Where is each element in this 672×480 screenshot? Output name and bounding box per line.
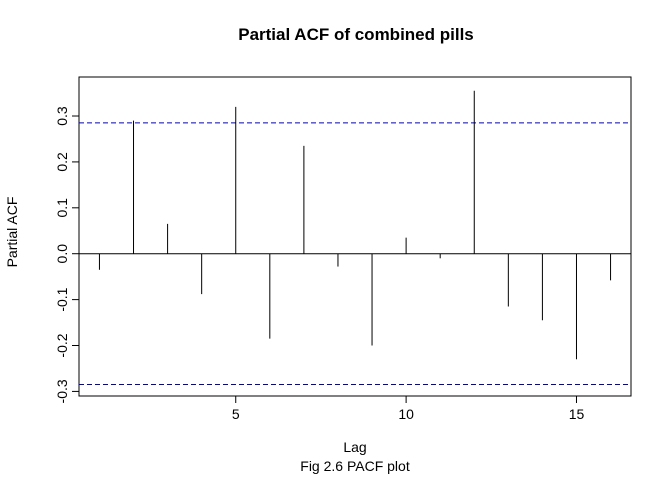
figure-caption: Fig 2.6 PACF plot xyxy=(300,458,410,474)
x-tick-label-5: 5 xyxy=(232,406,240,422)
y-axis-label: Partial ACF xyxy=(4,197,20,268)
y-tick-label-3: 0.0 xyxy=(54,244,70,264)
y-tick-label-2: -0.1 xyxy=(54,287,70,311)
x-axis: 5 10 15 xyxy=(232,396,585,422)
y-tick-label-0: -0.3 xyxy=(54,379,70,403)
x-tick-label-15: 15 xyxy=(569,406,585,422)
plot-frame xyxy=(78,76,632,397)
y-tick-label-6: 0.3 xyxy=(54,106,70,126)
x-tick-label-10: 10 xyxy=(398,406,414,422)
confidence-bounds xyxy=(79,122,631,386)
chart-title: Partial ACF of combined pills xyxy=(238,25,474,44)
y-tick-label-4: 0.1 xyxy=(54,198,70,218)
y-tick-label-1: -0.2 xyxy=(54,333,70,357)
pacf-bars xyxy=(98,90,612,360)
y-tick-label-5: 0.2 xyxy=(54,152,70,172)
y-axis: -0.3 -0.2 -0.1 0.0 0.1 0.2 0.3 xyxy=(54,106,79,403)
x-axis-label: Lag xyxy=(343,439,366,455)
